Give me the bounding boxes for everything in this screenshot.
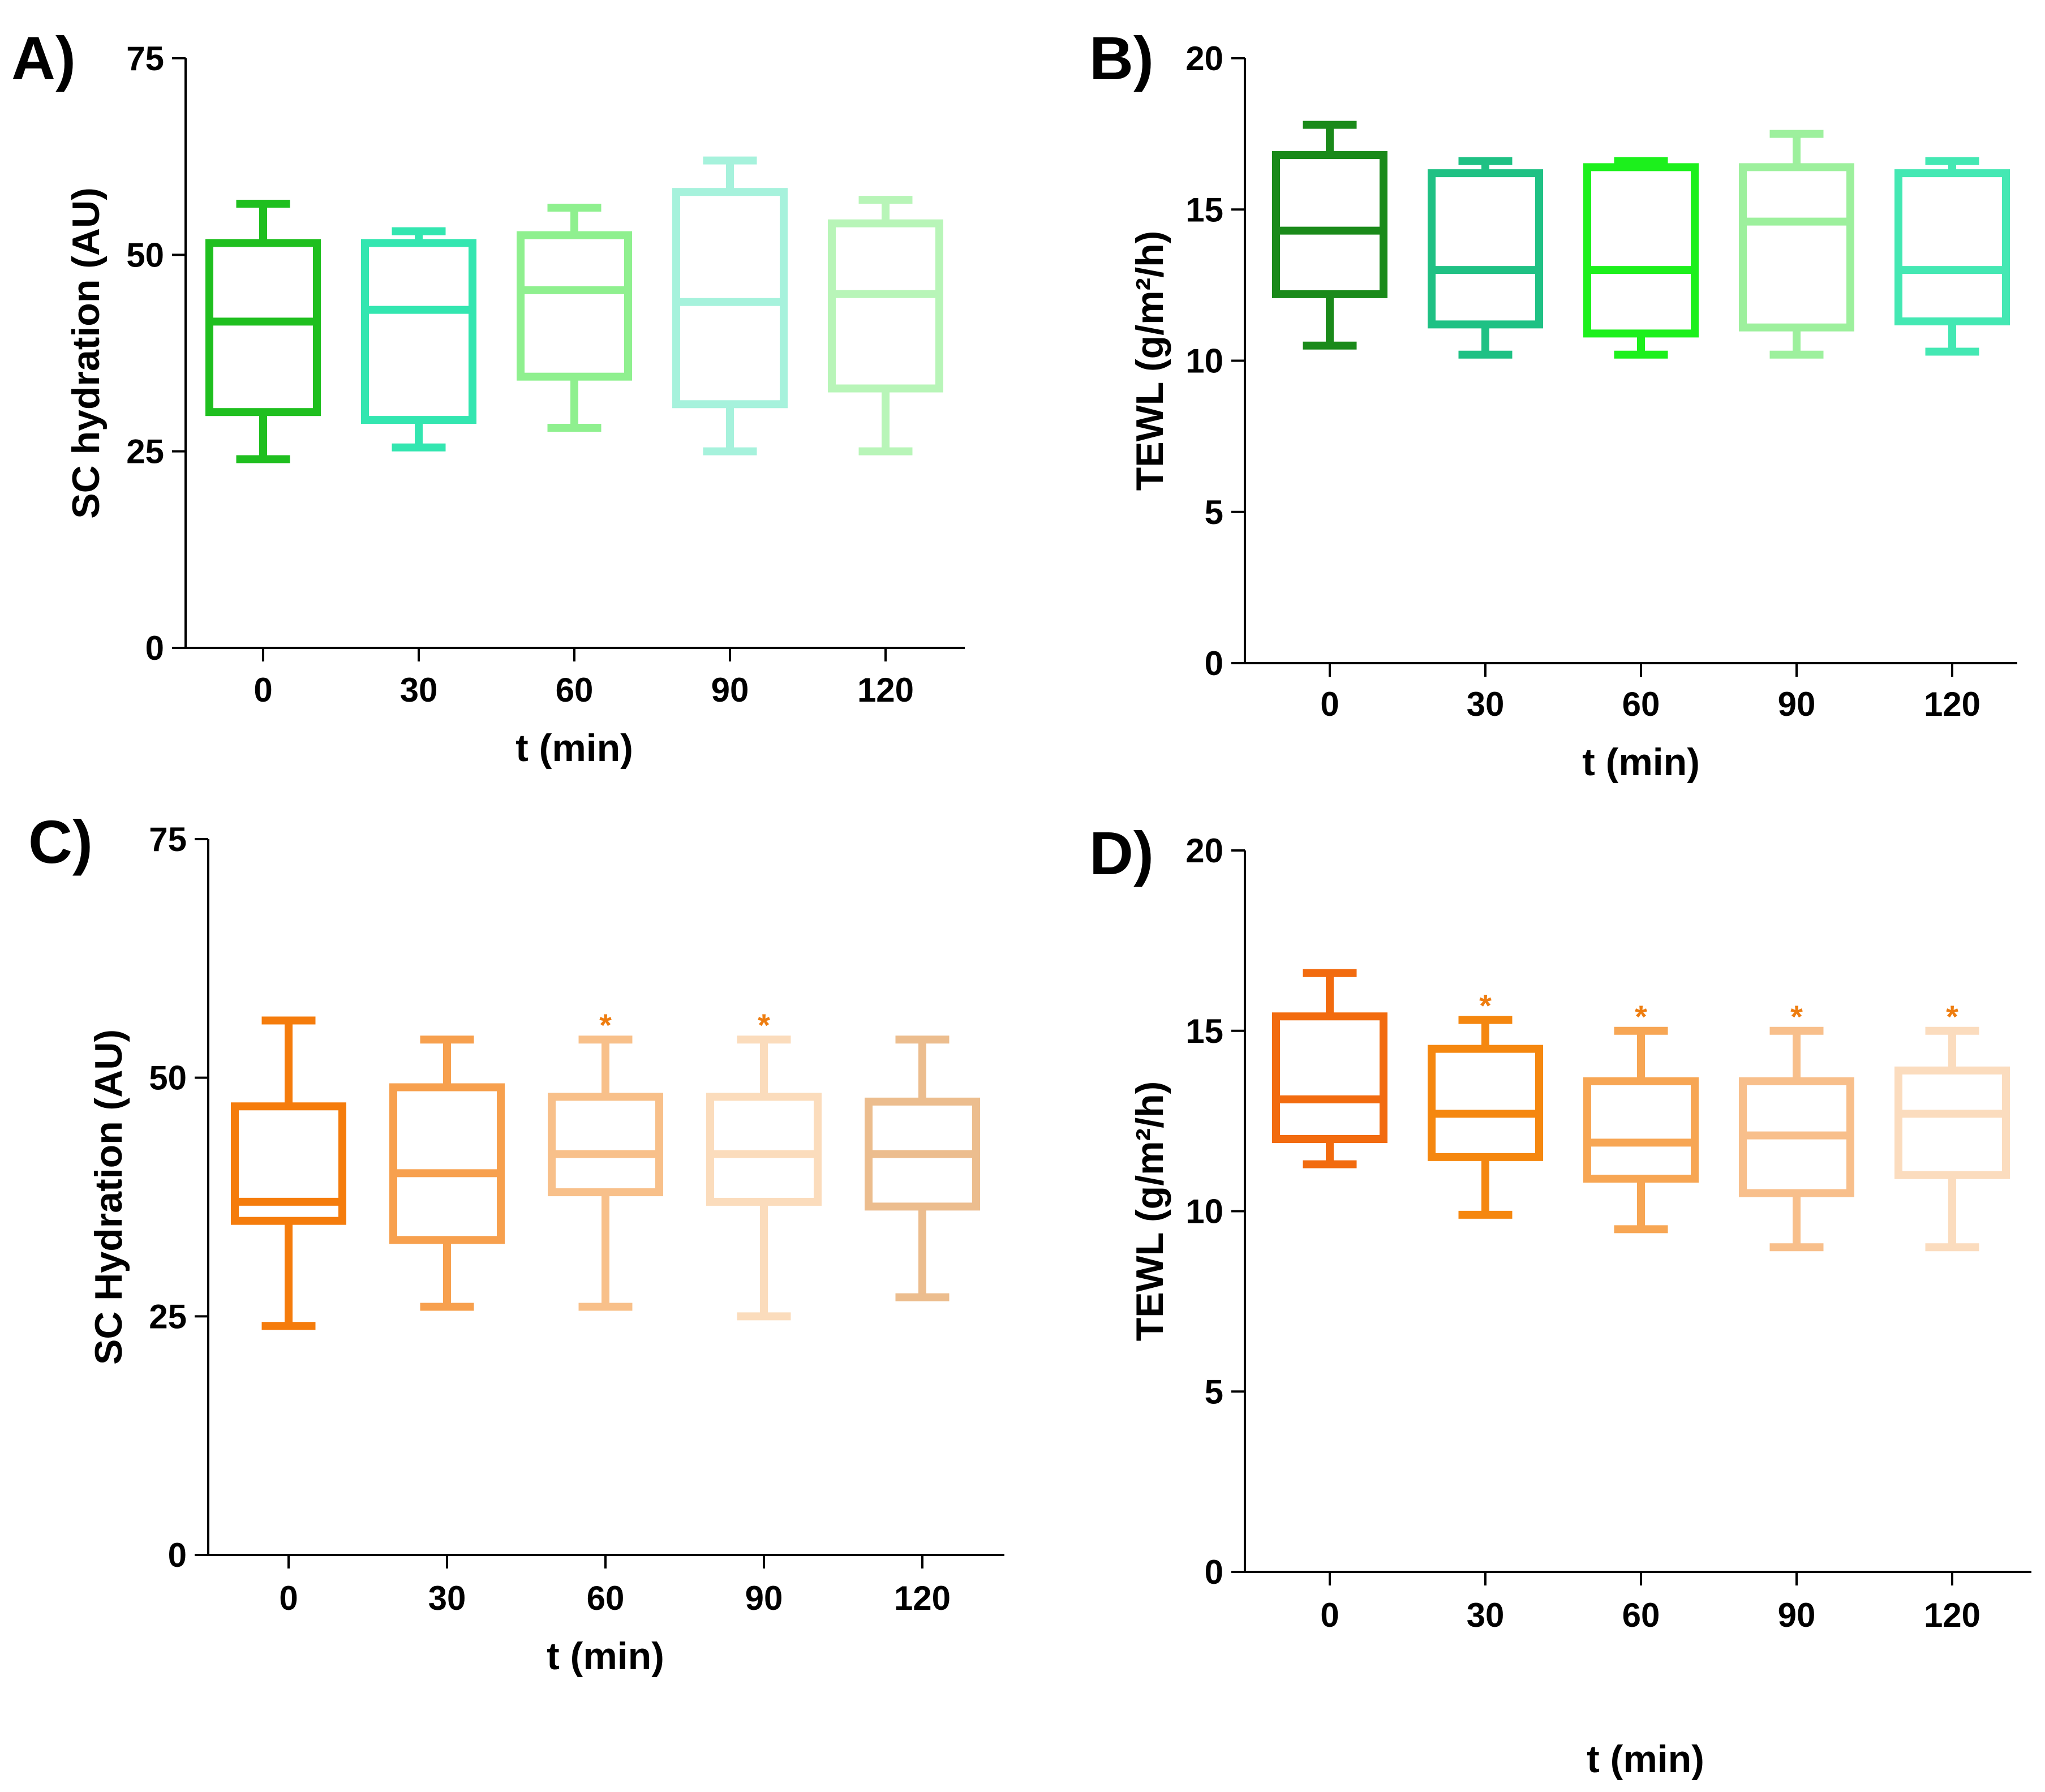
panel-a-box-0 [205,200,321,463]
panel-c-label: C) [28,807,93,876]
box-iqr [1739,163,1854,332]
panel-d-y-tick-label: 15 [1185,1012,1223,1050]
panel-c-y-tick-label: 25 [149,1297,187,1335]
box-iqr [231,1102,346,1225]
panel-c-x-tick-label: 0 [279,1579,298,1617]
panel-a-y-tick-label: 75 [126,40,164,78]
panel-d-x-tick-label: 90 [1778,1596,1816,1634]
panel-c-y-tick-label: 75 [149,820,187,858]
panel-a-label: A) [11,24,76,92]
panel-a-y-tick-label: 50 [126,236,164,274]
panel-d-x-tick-label: 0 [1320,1596,1339,1634]
box-iqr [361,239,476,424]
panel-d-box-30 [1428,1016,1543,1219]
box-iqr [1583,163,1699,338]
box-iqr [548,1093,663,1197]
panel-b-y-tick-label: 15 [1185,191,1223,229]
panel-c-y-tick-label: 0 [168,1536,187,1574]
box-iqr [205,239,321,416]
panel-c-box-60 [548,1035,663,1311]
panel-d-significance-star: * [1635,999,1647,1034]
panel-b-box-120 [1894,157,2010,356]
panel-b-y-tick-label: 10 [1185,342,1223,380]
panel-b-box-0 [1272,121,1387,350]
panel-a-x-tick-label: 30 [400,671,438,709]
panel-b-y-tick-label: 0 [1205,644,1223,682]
panel-b-label: B) [1089,24,1154,92]
panel-d-significance-star: * [1790,999,1803,1034]
panel-b: B) 0 5 10 15 20 0 30 60 90 120 t (min) TEWL (g/m²/h) [1089,24,2017,784]
panel-b-x-tick-label: 90 [1778,685,1816,723]
panel-c: C) 0 25 50 75 0 30 60 90 120 t (min) SC Hydration (… [28,807,1004,1678]
panel-c-box-0 [231,1016,346,1330]
box-iqr [1272,1012,1387,1143]
panel-c-x-tick-label: 30 [428,1579,466,1617]
panel-d-label: D) [1089,819,1154,887]
panel-b-y-tick-label: 5 [1205,493,1223,531]
box-iqr [828,219,943,393]
panel-d-y-tick-label: 20 [1185,832,1223,870]
panel-c-significance-star: * [599,1007,612,1043]
panel-a-x-tick-label: 60 [556,671,594,709]
panel-a-y-axis-title: SC hydration (AU) [65,187,108,519]
panel-c-box-90 [706,1035,822,1321]
panel-d-significance-star: * [1479,988,1492,1024]
panel-a-x-tick-label: 120 [857,671,914,709]
panel-d-box-120 [1894,1026,2010,1252]
box-iqr [706,1093,822,1206]
panel-d-y-tick-label: 0 [1205,1553,1223,1591]
panel-d-x-tick-label: 30 [1467,1596,1505,1634]
panel-c-x-tick-label: 60 [587,1579,625,1617]
panel-b-x-tick-label: 0 [1320,685,1339,723]
box-iqr [1894,1066,2010,1179]
panel-d-x-tick-label: 120 [1924,1596,1980,1634]
panel-c-x-axis-title: t (min) [547,1635,664,1678]
panel-c-box-120 [865,1035,980,1301]
panel-d-y-tick-label: 5 [1205,1373,1223,1411]
panel-a-x-tick-label: 0 [254,671,272,709]
panel-b-box-60 [1583,157,1699,359]
box-iqr [1583,1077,1699,1183]
panel-b-x-tick-label: 60 [1622,685,1660,723]
panel-a-y-tick-label: 25 [126,433,164,471]
panel-c-significance-star: * [758,1007,770,1043]
box-iqr [1428,1045,1543,1161]
panel-c-x-tick-label: 120 [894,1579,951,1617]
panel-a: A) 0 25 50 75 0 30 60 90 120 t (min) SC hydration (… [11,24,965,770]
panel-c-y-axis-title: SC Hydration (AU) [87,1029,130,1365]
panel-b-box-30 [1428,157,1543,359]
panel-b-x-axis-title: t (min) [1582,741,1700,784]
panel-a-box-90 [672,156,788,455]
box-iqr [1894,169,2010,326]
panel-b-y-tick-label: 20 [1185,40,1223,78]
box-iqr [389,1083,505,1244]
panel-c-box-30 [389,1035,505,1311]
panel-b-x-tick-label: 30 [1467,685,1505,723]
panel-a-box-30 [361,227,476,452]
panel-b-box-90 [1739,130,1854,359]
panel-d-significance-star: * [1946,999,1958,1034]
panel-d-box-60 [1583,1026,1699,1234]
panel-d-y-axis-title: TEWL (g/m²/h) [1128,1081,1171,1342]
panel-d: D) 0 5 10 15 20 0 30 60 90 120 TEWL (g/m²/h) * * * * [1089,819,2031,1634]
panel-c-x-tick-label: 90 [745,1579,783,1617]
box-iqr [1428,169,1543,329]
box-iqr [1272,151,1387,298]
panel-d-box-0 [1272,969,1387,1168]
panel-d-x-tick-label: 60 [1622,1596,1660,1634]
panel-d-extra-x-axis-title: t (min) [1587,1738,1704,1781]
panel-a-y-tick-label: 0 [145,629,164,667]
panel-c-y-tick-label: 50 [149,1059,187,1097]
panel-a-x-axis-title: t (min) [515,727,633,770]
panel-d-box-90 [1739,1026,1854,1252]
panel-a-x-tick-label: 90 [711,671,749,709]
panel-a-box-60 [517,203,632,432]
panel-a-box-120 [828,196,943,455]
panel-b-y-axis-title: TEWL (g/m²/h) [1128,231,1171,491]
box-iqr [517,231,632,381]
panel-b-x-tick-label: 120 [1924,685,1980,723]
panel-d-y-tick-label: 10 [1185,1193,1223,1231]
